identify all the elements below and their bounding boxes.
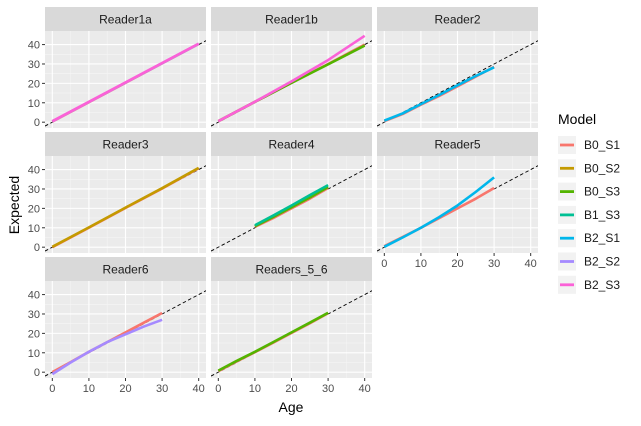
panel-strip-reader6 [45, 257, 206, 281]
panel-title-reader5: Reader5 [434, 138, 480, 152]
panel-strip-reader1b [211, 7, 372, 31]
panel-strip-reader4 [211, 132, 372, 156]
panel-title-readers-5-6: Readers_5_6 [255, 263, 327, 277]
series-line-b0-s2 [51, 166, 200, 248]
x-tick-label: 30 [322, 383, 334, 395]
legend-label-b0-s2: B0_S2 [584, 161, 620, 175]
legend-label-b0-s1: B0_S1 [584, 138, 620, 152]
series-line-b2-s1 [383, 176, 495, 248]
y-tick-label: 10 [28, 98, 40, 110]
series-line-b2-s3 [217, 34, 366, 123]
panel-strip-reader5 [377, 132, 538, 156]
x-tick-label: 20 [451, 258, 463, 270]
legend-title: Model [558, 111, 596, 127]
y-tick-label: 40 [28, 40, 40, 52]
series-line-b0-s3 [217, 311, 329, 372]
panel-strip-reader1a [45, 7, 206, 31]
x-tick-label: 20 [119, 383, 131, 395]
legend-label-b0-s3: B0_S3 [584, 185, 620, 199]
x-tick-label: 40 [525, 258, 537, 270]
y-tick-label: 10 [28, 223, 40, 235]
x-tick-label: 10 [249, 383, 261, 395]
legend-label-b2-s2: B2_S2 [584, 255, 620, 269]
legend-label-b2-s3: B2_S3 [584, 278, 620, 292]
y-tick-label: 40 [28, 290, 40, 302]
y-tick-label: 0 [34, 117, 40, 129]
x-tick-label: 0 [215, 383, 221, 395]
y-tick-label: 20 [28, 203, 40, 215]
y-tick-label: 0 [34, 242, 40, 254]
panel-title-reader1a: Reader1a [99, 13, 152, 27]
x-tick-label: 40 [193, 383, 205, 395]
panel-strip-readers-5-6 [211, 257, 372, 281]
panel-title-reader4: Reader4 [268, 138, 314, 152]
panel-title-reader3: Reader3 [102, 138, 148, 152]
x-tick-label: 10 [83, 383, 95, 395]
x-tick-label: 0 [381, 258, 387, 270]
y-tick-label: 30 [28, 184, 40, 196]
y-tick-label: 30 [28, 309, 40, 321]
x-tick-label: 40 [359, 383, 371, 395]
y-tick-label: 40 [28, 165, 40, 177]
series-line-b2-s3 [51, 42, 200, 123]
panel-title-reader6: Reader6 [102, 263, 148, 277]
legend-label-b2-s1: B2_S1 [584, 231, 620, 245]
y-tick-label: 20 [28, 78, 40, 90]
y-tick-label: 0 [34, 367, 40, 379]
y-tick-label: 30 [28, 59, 40, 71]
x-tick-label: 20 [285, 383, 297, 395]
panel-title-reader2: Reader2 [434, 13, 480, 27]
series-line-b1-s3 [254, 183, 329, 227]
panel-title-reader1b: Reader1b [265, 13, 318, 27]
series-line-b2-s1 [383, 66, 495, 122]
panel-strip-reader2 [377, 7, 538, 31]
y-axis-title: Expected [6, 176, 22, 234]
x-tick-label: 10 [415, 258, 427, 270]
legend-label-b1-s3: B1_S3 [584, 208, 620, 222]
x-tick-label: 0 [49, 383, 55, 395]
panel-strip-reader3 [45, 132, 206, 156]
y-tick-label: 20 [28, 328, 40, 340]
y-tick-label: 10 [28, 348, 40, 360]
x-tick-label: 30 [488, 258, 500, 270]
series-line-b2-s2 [51, 318, 163, 376]
x-tick-label: 30 [156, 383, 168, 395]
x-axis-title: Age [279, 399, 304, 415]
